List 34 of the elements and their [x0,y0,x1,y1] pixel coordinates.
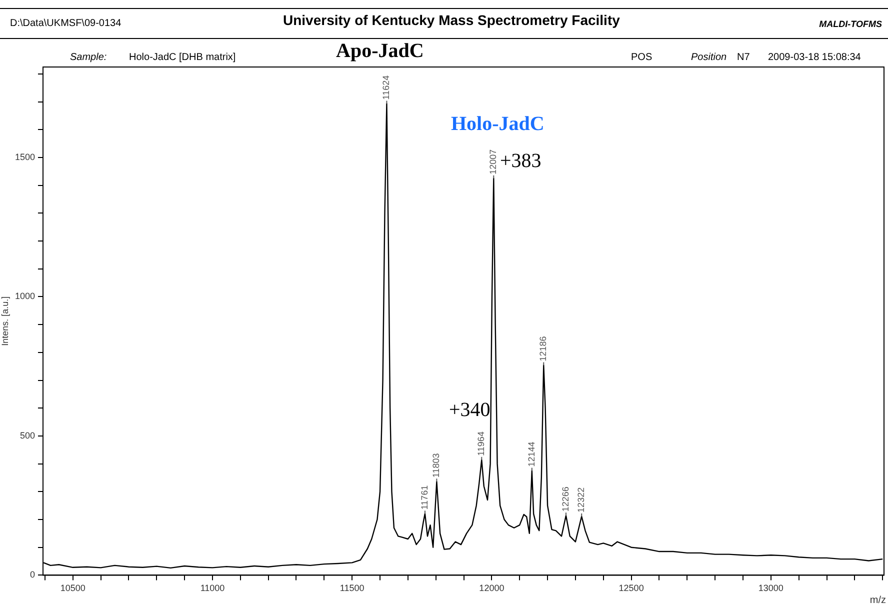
chart-title: University of Kentucky Mass Spectrometry Facility [283,12,620,28]
annotation: 12007 [488,149,498,174]
text: MALDI-TOFMS [819,19,882,29]
x-tick-label: 12500 [618,583,644,594]
annotation: 12144 [526,442,536,467]
y-tick-label: 1000 [14,291,35,302]
text: Sample: [70,52,107,63]
text: N7 [737,52,750,63]
annotation: 12322 [576,487,586,512]
annotation: 12186 [538,336,548,362]
x-tick-label: 11500 [340,583,364,594]
y-axis-title: Intens. [a.u.] [0,296,10,346]
x-axis-title: m/z [870,594,886,605]
text: POS [631,52,652,63]
annotation: 12266 [560,486,570,512]
text: Apo-JadC [336,40,424,63]
x-tick-label: 13000 [758,583,784,594]
annotation: +383 [500,150,542,173]
annotation: 11761 [419,485,430,510]
annotation: +340 [449,399,490,422]
x-tick-label: 12000 [479,583,504,594]
y-tick-label: 1500 [14,152,35,162]
y-tick-label: 0 [30,570,35,580]
text: Position [691,52,727,63]
annotation: 11803 [431,453,442,478]
x-tick-label: 11000 [200,583,225,594]
y-tick-label: 500 [20,430,35,440]
text: D:\Data\UKMSF\09-0134 [10,18,122,29]
text: Holo-JadC [DHB matrix] [129,52,236,63]
annotation: 11624 [381,75,392,100]
x-tick-label: 10500 [60,583,86,594]
annotation: 11964 [476,432,486,456]
text: 2009-03-18 15:08:34 [768,52,861,63]
annotation: Holo-JadC [451,113,544,136]
